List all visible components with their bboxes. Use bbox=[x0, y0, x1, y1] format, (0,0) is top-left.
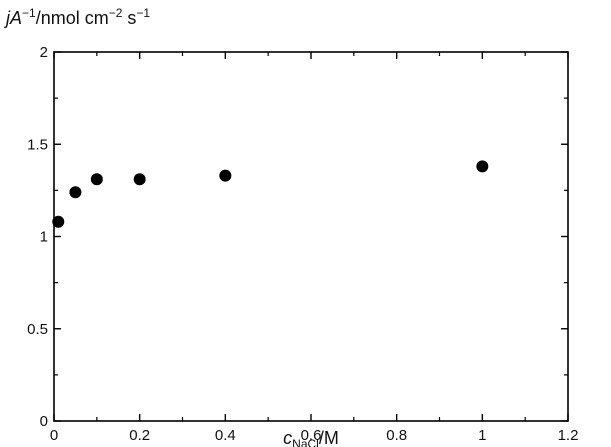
data-point bbox=[90, 173, 103, 186]
data-point bbox=[219, 169, 232, 182]
y-axis-label-sup2: −2 bbox=[109, 6, 123, 20]
axis-tick-labels: 0 0.2 0.4 0.6 0.8 1 1.2 0 0.5 1 1.5 2 bbox=[27, 44, 578, 444]
y-axis-label-unit-pre: /nmol cm bbox=[36, 8, 109, 28]
x-axis-label-unit: /M bbox=[319, 428, 339, 447]
data-point bbox=[476, 160, 489, 173]
data-point bbox=[52, 215, 65, 228]
x-axis-label-sub: NaCl bbox=[292, 437, 319, 447]
x-axis-label: cNaCl/M bbox=[283, 428, 339, 447]
data-point bbox=[133, 173, 146, 186]
x-tick-label: 0.2 bbox=[129, 427, 150, 444]
y-axis-label-variable: jA bbox=[3, 8, 22, 28]
y-tick-label: 1 bbox=[40, 229, 48, 246]
y-axis-label-unit-mid: s bbox=[122, 8, 136, 28]
y-axis-label-sup1: −1 bbox=[22, 6, 36, 20]
y-tick-label: 1.5 bbox=[27, 136, 48, 153]
x-tick-label: 0.8 bbox=[386, 427, 407, 444]
y-tick-label: 2 bbox=[40, 44, 48, 61]
axis-ticks bbox=[53, 51, 569, 422]
y-tick-label: 0 bbox=[40, 413, 48, 430]
y-axis-label-sup3: −1 bbox=[136, 6, 150, 20]
x-tick-label: 0.6 bbox=[301, 427, 322, 444]
data-points bbox=[52, 160, 489, 228]
data-point bbox=[69, 186, 82, 199]
plot-frame bbox=[53, 51, 569, 422]
y-tick-label: 0.5 bbox=[27, 321, 48, 338]
x-tick-label: 0 bbox=[50, 427, 58, 444]
y-axis-label: jA−1/nmol cm−2 s−1 bbox=[3, 6, 150, 28]
x-axis-label-variable: c bbox=[283, 428, 292, 447]
x-tick-label: 0.4 bbox=[215, 427, 236, 444]
x-tick-label: 1 bbox=[478, 427, 486, 444]
x-tick-label: 1.2 bbox=[558, 427, 579, 444]
